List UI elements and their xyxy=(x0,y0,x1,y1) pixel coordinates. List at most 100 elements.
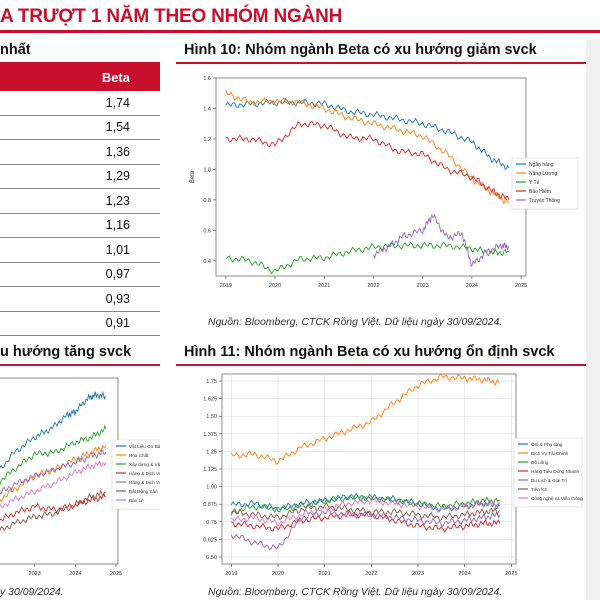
plot-frame xyxy=(0,377,119,565)
y-tick-label: 0.6 xyxy=(203,228,211,234)
y-tick-label: 1.0 xyxy=(203,167,211,173)
legend-label: Ôtô & Phụ tùng xyxy=(531,441,563,447)
legend-label: Năng Lượng xyxy=(529,171,558,177)
series-line xyxy=(231,510,501,533)
table-body: 1,74 1,54 1,36 1,29 1,23 1,16 1,01 0,97 0,93 0,91 xyxy=(0,91,160,336)
series-line xyxy=(0,450,107,494)
y-axis-label: Beta xyxy=(190,170,196,183)
left-bottom-title-rule xyxy=(0,364,160,366)
legend-box xyxy=(111,439,160,510)
table-row: 0,97 xyxy=(0,263,160,287)
legend-label: Bán Lẻ xyxy=(129,498,144,503)
table-row: 1,01 xyxy=(0,238,160,263)
table-row: 1,36 xyxy=(0,140,160,165)
table-row: 1,16 xyxy=(0,214,160,238)
fig10-title-rule xyxy=(176,62,586,64)
series-line xyxy=(0,390,106,469)
y-tick-label: 1.375 xyxy=(203,432,217,438)
y-tick-label: 1.25 xyxy=(206,449,217,455)
beta-table: Beta 1,74 1,54 1,36 1,29 1,23 1,16 1,01 0,97 0,9… xyxy=(0,64,160,336)
header-rule xyxy=(0,30,600,33)
x-tick-label: 2025 xyxy=(505,571,517,577)
series-line xyxy=(225,241,509,275)
left-bottom-source: y 30/09/2024. xyxy=(0,586,64,598)
y-tick-label: 1.2 xyxy=(203,137,211,143)
legend-label: Hàng Tiêu Dùng Nhanh xyxy=(531,469,579,474)
series-line xyxy=(231,497,500,528)
y-tick-label: 0.4 xyxy=(203,259,211,265)
x-tick-label: 2024 xyxy=(466,283,478,289)
series-line xyxy=(0,460,107,509)
x-tick-label: 2021 xyxy=(319,571,331,577)
x-tick-label: 2021 xyxy=(318,283,330,289)
fig11-source: Nguồn: Bloomberg, CTCK Rồng Việt. Dữ liệ… xyxy=(208,586,503,598)
y-tick-label: 0.875 xyxy=(203,502,217,508)
legend-label: Tiện Ích xyxy=(531,486,548,492)
right-margin-band xyxy=(586,40,600,600)
table-title: nhất xyxy=(0,42,31,58)
x-tick-label: 2020 xyxy=(269,283,281,289)
page-title: A TRƯỢT 1 NĂM THEO NHÓM NGÀNH xyxy=(0,6,343,27)
table-row: 0,91 xyxy=(0,312,160,336)
y-tick-label: 1.4 xyxy=(203,106,211,112)
table-header-beta: Beta xyxy=(0,64,160,91)
y-tick-label: 1.00 xyxy=(206,485,217,491)
x-tick-label: 2023 xyxy=(29,571,41,577)
series-line xyxy=(0,489,107,532)
x-tick-label: 2020 xyxy=(272,571,284,577)
x-tick-label: 2022 xyxy=(367,283,379,289)
legend-label: Truyền Thông xyxy=(529,198,560,204)
fig11-title-rule xyxy=(176,364,586,366)
y-tick-label: 0.75 xyxy=(206,520,217,526)
fig11-chart-svg: 2019 2020 2021 2022 2023 2024 2025 0.50 0.625 0.7… xyxy=(203,373,583,577)
left-bottom-title: u hướng tăng svck xyxy=(0,344,132,360)
y-tick-label: 1.75 xyxy=(206,379,217,385)
series-line xyxy=(225,97,510,170)
fig11-chart: 2019 2020 2021 2022 2023 2024 2025 0.50 0.625 0.7… xyxy=(176,368,586,580)
table-row: 0,93 xyxy=(0,287,160,312)
x-tick-label: 2023 xyxy=(412,571,424,577)
legend-label: Dịch Vụ Tài Chính xyxy=(531,451,569,456)
series-line xyxy=(373,213,510,267)
legend-box xyxy=(513,437,583,508)
fig10-title: Hình 10: Nhóm ngành Beta có xu hướng giả… xyxy=(184,42,537,58)
legend-label: Vật Liệu Cơ Bản xyxy=(129,444,160,449)
page-header: A TRƯỢT 1 NĂM THEO NHÓM NGÀNH xyxy=(0,0,600,34)
fig10-chart: 2019 2020 2021 2022 2023 2024 2025 0.4 0.6 0.8 1.0… xyxy=(176,66,586,298)
y-tick-label: 1.6 xyxy=(203,76,211,82)
plot-frame xyxy=(215,77,527,277)
left-bottom-chart: 2023 2024 2025 Vật Liệu Cơ Bản Hóa Chất Xây d… xyxy=(0,368,160,580)
x-tick-label: 2019 xyxy=(220,283,232,289)
legend-label: Bất Động Sản xyxy=(129,489,158,494)
series-line xyxy=(0,424,107,486)
legend-label: Công nghệ và Viễn thông xyxy=(531,495,583,501)
x-tick-label: 2024 xyxy=(459,571,471,577)
table-row: 1,29 xyxy=(0,165,160,189)
series-line xyxy=(225,120,510,200)
legend-label: Hóa Chất xyxy=(129,453,149,458)
legend-label: Hàng & Dịch Vụ Công Nghiệp xyxy=(129,480,160,485)
series-line xyxy=(230,492,501,513)
x-tick-label: 2025 xyxy=(110,571,122,577)
table-row: 1,23 xyxy=(0,189,160,214)
y-tick-label: 1.625 xyxy=(203,397,217,403)
legend-label: Y Tế xyxy=(529,180,540,186)
x-tick-label: 2023 xyxy=(417,283,429,289)
series-line xyxy=(225,90,510,205)
series-line xyxy=(230,493,500,515)
legend-label: Hàng & Dịch Vụ Tiêu Dùng xyxy=(129,471,160,476)
table-row: 1,74 xyxy=(0,91,160,116)
legend-label: Xây dựng & Vật Liệu xyxy=(129,462,160,467)
y-tick-label: 0.625 xyxy=(203,537,217,543)
left-bottom-chart-svg: 2023 2024 2025 Vật Liệu Cơ Bản Hóa Chất Xây d… xyxy=(0,377,160,577)
legend-label: Đồ uống xyxy=(531,460,549,465)
y-tick-label: 1.50 xyxy=(206,414,217,420)
fig10-source: Nguồn: Bloomberg, CTCK Rồng Việt. Dữ liệ… xyxy=(208,316,503,328)
table-row: 1,54 xyxy=(0,116,160,140)
fig11-title: Hình 11: Nhóm ngành Beta có xu hướng ổn … xyxy=(184,344,555,360)
y-tick-label: 1.125 xyxy=(203,467,217,473)
x-tick-label: 2019 xyxy=(225,571,237,577)
legend-label: Bảo Hiểm xyxy=(529,188,551,195)
series-line xyxy=(230,502,501,522)
x-tick-label: 2022 xyxy=(365,571,377,577)
